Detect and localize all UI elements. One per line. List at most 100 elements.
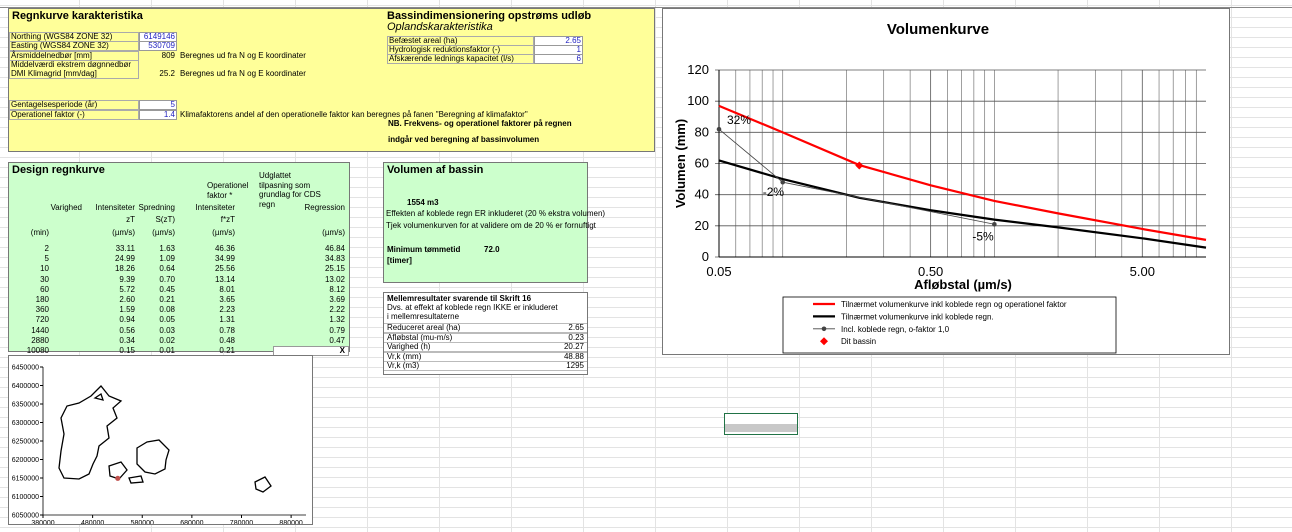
x-tick-label: 680000 (180, 520, 203, 525)
series-line (718, 128, 995, 225)
row-value: 1.4 (163, 110, 175, 119)
table-cell: 8.01 (219, 284, 235, 294)
cell (384, 332, 587, 343)
row-note: Klimafaktorens andel af den operationell… (180, 110, 528, 119)
row-label: Befæstet areal (ha) (389, 36, 458, 45)
column-header: tilpasning som (259, 180, 311, 190)
min-unit: [timer] (387, 256, 412, 265)
table-cell: 2.23 (219, 305, 235, 315)
table-cell: 0.64 (159, 264, 175, 274)
table-cell: 0.70 (159, 274, 175, 284)
column-header: faktor * (207, 190, 233, 200)
annotation: -2% (763, 185, 785, 199)
x-tick-label: 5.00 (1130, 264, 1155, 279)
table-cell: 46.84 (324, 244, 345, 253)
note: i mellemresultaterne (387, 312, 460, 321)
column-header: grundlag for CDS (259, 190, 321, 200)
point (716, 126, 722, 132)
table-cell: 13.14 (214, 274, 235, 284)
table-cell: 18.26 (114, 264, 135, 274)
column-unit: (min) (30, 228, 49, 237)
table-cell: 2.22 (329, 305, 345, 315)
table-cell: 180 (35, 295, 49, 304)
column-label: Spredning (138, 203, 175, 212)
panel-title: Bassindimensionering opstrøms udløb (387, 10, 592, 22)
y-tick-label: 120 (687, 62, 709, 77)
y-tick-label: 6150000 (12, 476, 39, 483)
volume-chart: Volumenkurve 0.05 0.50 5.00 0 20 40 60 80 100 120 A… (662, 8, 1230, 355)
min-value: 72.0 (484, 245, 500, 254)
row-label: Gentagelsesperiode (år) (11, 100, 98, 109)
note: Effekten af koblede regn ER inkluderet (… (386, 209, 606, 218)
row-value: 2.65 (568, 323, 584, 332)
design-panel: Design regnkurve Varighed (min) Intensitete… (8, 162, 350, 356)
table-cell: 1.63 (159, 244, 175, 253)
column-unit: (µm/s) (212, 228, 235, 237)
column-header: regn (259, 199, 276, 209)
cell (273, 345, 349, 356)
y-tick-label: 0 (702, 249, 709, 264)
row-label: Varighed (h) (387, 342, 431, 352)
table-cell: 34.99 (214, 254, 235, 264)
row-value: 2.65 (565, 36, 581, 45)
selected-cell[interactable] (724, 413, 798, 435)
table-cell: 0.78 (219, 325, 235, 335)
cell (9, 41, 139, 51)
point (992, 221, 997, 227)
table-cell: 1.09 (159, 254, 175, 264)
column-label: Varighed (50, 203, 82, 212)
y-tick-label: 6350000 (12, 402, 39, 409)
table-cell: 34.83 (324, 254, 345, 264)
table-cell: 0.01 (159, 346, 175, 355)
point (855, 161, 864, 170)
column-unit: (µm/s) (112, 228, 135, 237)
min-label: Minimum tømmetid (387, 245, 461, 254)
coastline (128, 475, 144, 484)
axis (42, 367, 306, 516)
legend-label: Tilnærmet volumenkurve inkl koblede regn… (841, 300, 1067, 309)
row-label: Easting (WGS84 ZONE 32) (11, 41, 109, 50)
x-tick-label: 780000 (230, 520, 253, 525)
row-label: Vr,k (m3) (387, 361, 420, 371)
location-point (115, 475, 121, 481)
table-cell: X (339, 346, 345, 355)
row-label: Hydrologisk reduktionsfaktor (-) (389, 45, 501, 54)
column-symbol: zT (126, 215, 135, 224)
series-line (718, 104, 1207, 241)
cell (9, 60, 139, 79)
y-tick-label: 80 (695, 124, 709, 139)
panel-title: Mellemresultater svarende til Skrift 16 (387, 294, 532, 303)
table-cell: 2.60 (119, 295, 135, 304)
row-label: Reduceret areal (ha) (387, 323, 461, 332)
annotation: 32% (727, 113, 751, 127)
table-cell: 1440 (31, 325, 49, 335)
cell (139, 110, 177, 120)
legend-label: Tilnærmet volumenkurve inkl koblede regn… (841, 312, 994, 321)
table-cell: 0.15 (119, 346, 135, 355)
cell (534, 54, 583, 64)
table-cell: 25.56 (214, 264, 235, 274)
table-cell: 25.15 (324, 264, 345, 274)
panel-subtitle: Oplandskarakteristika (387, 21, 493, 33)
table-cell: 33.11 (115, 244, 135, 253)
table-cell: 0.21 (219, 346, 235, 355)
y-tick-label: 60 (695, 156, 709, 171)
legend-label: Incl. koblede regn, o-faktor 1,0 (841, 325, 950, 334)
table-cell: 0.48 (219, 335, 235, 345)
row-label: Operationel faktor (-) (11, 110, 85, 119)
table-cell: 0.34 (119, 335, 135, 345)
table-cell: 0.79 (329, 325, 345, 335)
note: Dvs. at effekt af koblede regn IKKE er i… (387, 303, 558, 312)
table-cell: 1.59 (119, 305, 135, 315)
table-cell: 5.72 (119, 284, 135, 294)
table-cell: 3.65 (219, 295, 235, 304)
row-value: 530709 (148, 41, 175, 50)
row-value: 1295 (566, 361, 584, 371)
table-cell: 2880 (31, 335, 49, 345)
coastline (136, 439, 170, 475)
panel-title: Regnkurve karakteristika (12, 10, 143, 22)
x-axis-label: Afløbstal (µm/s) (914, 277, 1012, 292)
table-cell: 0.02 (159, 335, 175, 345)
table-cell: 1.31 (219, 315, 235, 325)
